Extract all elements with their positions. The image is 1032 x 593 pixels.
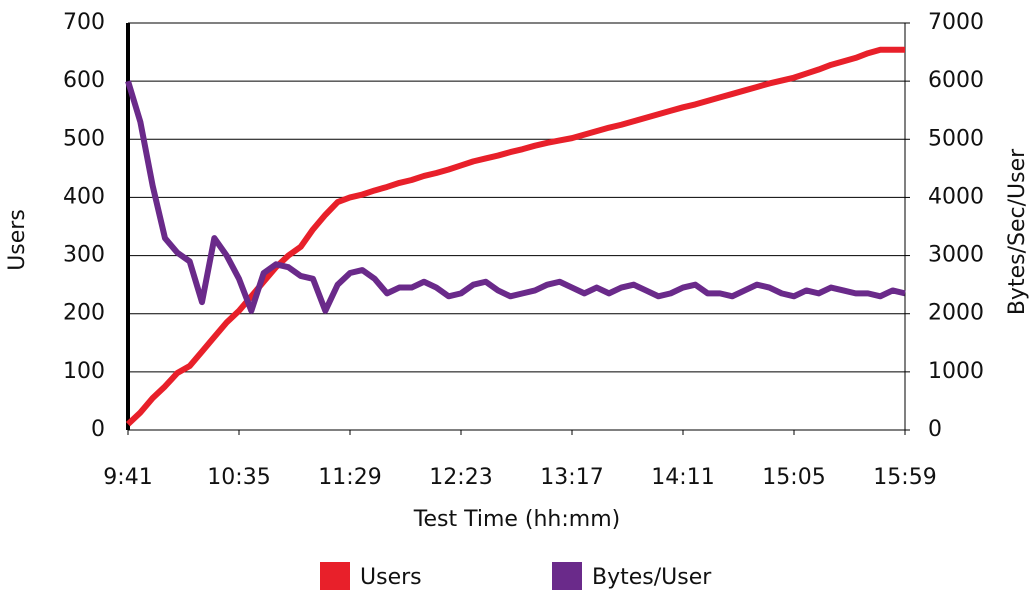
x-axis-title: Test Time (hh:mm) bbox=[413, 507, 620, 532]
y-tick-label: 200 bbox=[63, 301, 105, 326]
legend-swatch bbox=[320, 562, 350, 590]
y-tick-label: 100 bbox=[63, 359, 105, 384]
y2-tick-label: 1000 bbox=[928, 359, 984, 384]
legend-label: Bytes/User bbox=[592, 565, 712, 590]
legend-label: Users bbox=[360, 565, 422, 590]
y2-tick-label: 5000 bbox=[928, 126, 984, 151]
x-tick-label: 14:11 bbox=[651, 465, 714, 490]
y2-axis-title: Bytes/Sec/User bbox=[1005, 148, 1030, 315]
y-tick-label: 400 bbox=[63, 184, 105, 209]
y2-tick-label: 6000 bbox=[928, 68, 984, 93]
x-tick-label: 11:29 bbox=[318, 465, 381, 490]
y-axis-title: Users bbox=[5, 209, 30, 271]
y-tick-label: 300 bbox=[63, 243, 105, 268]
series-line bbox=[125, 46, 905, 427]
y2-tick-label: 3000 bbox=[928, 243, 984, 268]
series-line bbox=[125, 80, 906, 314]
y-tick-label: 500 bbox=[63, 126, 105, 151]
y2-tick-label: 0 bbox=[928, 417, 942, 442]
legend-swatch bbox=[552, 562, 582, 590]
y-tick-label: 700 bbox=[63, 10, 105, 35]
y-tick-label: 0 bbox=[91, 417, 105, 442]
x-tick-label: 10:35 bbox=[207, 465, 270, 490]
x-tick-label: 15:05 bbox=[762, 465, 825, 490]
y2-tick-label: 2000 bbox=[928, 301, 984, 326]
y2-tick-label: 4000 bbox=[928, 184, 984, 209]
x-tick-label: 9:41 bbox=[103, 465, 152, 490]
y-tick-label: 600 bbox=[63, 68, 105, 93]
x-tick-label: 12:23 bbox=[429, 465, 492, 490]
y2-tick-label: 7000 bbox=[928, 10, 984, 35]
x-tick-label: 13:17 bbox=[540, 465, 603, 490]
x-tick-label: 15:59 bbox=[873, 465, 936, 490]
